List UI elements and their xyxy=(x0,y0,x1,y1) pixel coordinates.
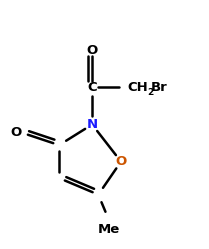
Text: Me: Me xyxy=(98,224,120,237)
Text: O: O xyxy=(115,155,127,168)
Text: O: O xyxy=(10,126,22,139)
Text: Br: Br xyxy=(151,81,168,94)
Text: 2: 2 xyxy=(147,88,153,97)
Text: O: O xyxy=(87,44,98,57)
Text: N: N xyxy=(87,118,98,131)
Text: C: C xyxy=(87,81,97,94)
Text: CH: CH xyxy=(127,81,148,94)
